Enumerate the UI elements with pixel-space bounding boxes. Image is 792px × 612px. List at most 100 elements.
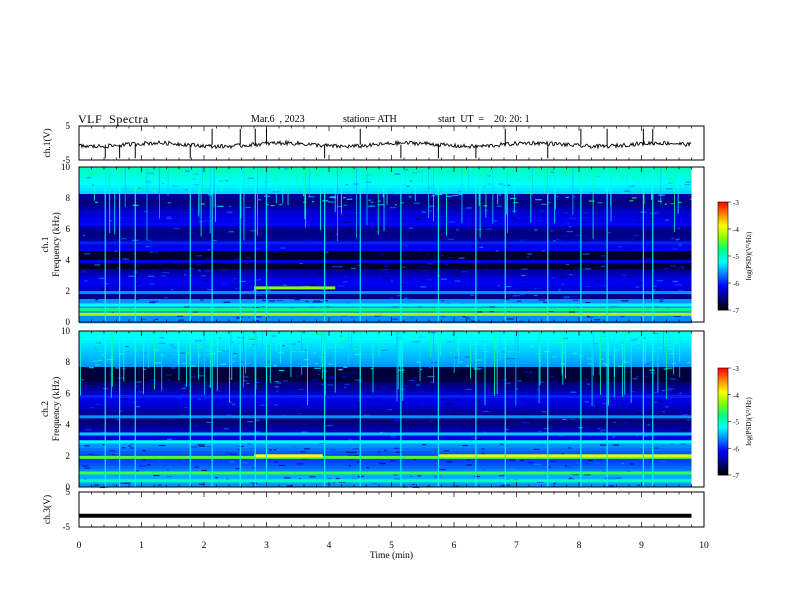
spectrogram-noise <box>621 462 625 465</box>
spectrogram-noise <box>149 295 157 297</box>
spectrogram-noise <box>176 315 184 317</box>
spectrogram-noise <box>193 425 200 427</box>
spectrogram-noise <box>606 398 612 400</box>
spectrogram-noise <box>345 451 352 453</box>
spectrogram-noise <box>620 268 624 270</box>
spectrogram-noise <box>553 340 560 342</box>
spectrogram-noise <box>234 386 239 388</box>
spectrogram-noise <box>665 203 668 205</box>
xtick-label: 9 <box>639 541 644 551</box>
spectrogram-noise <box>98 277 105 279</box>
spectrogram-noise <box>113 412 119 414</box>
xtick-label: 2 <box>202 541 207 551</box>
spectrogram-noise <box>484 263 487 266</box>
spectrogram-noise <box>333 235 337 237</box>
spectrogram-noise <box>160 275 166 277</box>
spectrogram-noise <box>125 345 130 348</box>
spectrogram-noise <box>273 251 277 253</box>
spectrogram-noise <box>452 177 456 179</box>
spectrogram-noise <box>256 379 263 381</box>
spectrogram-noise <box>652 334 658 337</box>
spectrogram-noise <box>542 301 548 304</box>
colorbar-segment <box>718 256 728 259</box>
spectrogram-noise <box>408 423 415 426</box>
spectrogram-noise <box>489 249 494 251</box>
spectrogram-noise <box>474 475 480 478</box>
spectrogram-noise <box>623 269 630 271</box>
spectrogram-band <box>438 454 692 458</box>
spectrogram-noise <box>139 187 145 189</box>
spectrogram-noise <box>361 177 367 180</box>
spectrogram-noise <box>246 256 251 259</box>
spectrogram-noise <box>336 205 343 208</box>
spectrogram-noise <box>399 388 405 390</box>
spectrogram-noise <box>644 363 652 365</box>
spectrogram-row <box>79 475 692 479</box>
spectrogram-noise <box>166 379 171 381</box>
spectrogram-noise <box>684 468 688 470</box>
spectrogram-noise <box>574 482 578 484</box>
colorbar-segment <box>718 298 728 301</box>
spectrogram-noise <box>352 226 357 228</box>
spectrogram-row <box>79 352 692 356</box>
spectrogram-noise <box>665 188 673 190</box>
spectrogram-noise <box>166 251 171 253</box>
spectrogram-noise <box>587 383 590 385</box>
spectrogram-noise <box>534 170 541 172</box>
spectrogram-noise <box>231 403 236 405</box>
spectrogram-noise <box>135 282 142 284</box>
spectrogram-noise <box>432 263 438 265</box>
spectrogram-noise <box>409 180 413 182</box>
spectrogram-noise <box>292 236 295 238</box>
spectrogram-noise <box>472 367 478 369</box>
spectrogram-noise <box>244 262 249 264</box>
ch2-spectrogram-ytick-label: 8 <box>66 357 71 367</box>
spectrogram-noise <box>446 461 453 463</box>
spectrogram-noise <box>589 192 595 194</box>
spectrogram-noise <box>479 311 483 313</box>
spectrogram-row <box>79 397 692 401</box>
spectrogram-noise <box>304 448 310 450</box>
colorbar-segment <box>718 214 728 217</box>
spectrogram-row <box>79 227 692 231</box>
spectrogram-noise <box>524 220 527 222</box>
spectrogram-noise <box>343 383 351 385</box>
spectrogram-noise <box>111 257 119 259</box>
spectrogram-noise <box>513 202 519 204</box>
spectrogram-noise <box>312 420 317 422</box>
spectrogram-noise <box>94 264 101 266</box>
spectrogram-noise <box>92 209 99 211</box>
spectrogram-noise <box>341 315 347 317</box>
spectrogram-noise <box>329 196 337 199</box>
ch3-waveform-ylabel: ch.3(V) <box>42 495 53 524</box>
spectrogram-noise <box>614 209 619 211</box>
spectrogram-row <box>79 206 692 210</box>
spectrogram-noise <box>465 388 473 390</box>
spectrogram-noise <box>547 405 554 408</box>
spectrogram-noise <box>674 271 680 273</box>
spectrogram-noise <box>348 459 355 461</box>
spectrogram-noise <box>318 192 325 194</box>
spectrogram-noise <box>173 262 178 265</box>
spectrogram-noise <box>576 461 580 463</box>
colorbar-segment <box>718 272 728 275</box>
spectrogram-noise <box>462 207 468 210</box>
spectrogram-noise <box>468 276 473 278</box>
spectrogram-noise <box>239 361 245 363</box>
spectrogram-noise <box>653 285 657 287</box>
colorbar-segment <box>718 302 728 305</box>
spectrogram-noise <box>495 250 499 252</box>
spectrogram-noise <box>659 331 665 334</box>
spectrogram-noise <box>368 199 371 201</box>
spectrogram-noise <box>516 179 519 182</box>
spectrogram-noise <box>234 248 241 251</box>
colorbar-segment <box>718 228 728 231</box>
spectrogram-noise <box>374 207 379 209</box>
spectrogram-row <box>79 179 692 183</box>
spectrogram-noise <box>166 216 172 218</box>
spectrogram-noise <box>231 284 238 286</box>
spectrogram-noise <box>411 335 415 337</box>
spectrogram-band <box>79 260 692 264</box>
spectrogram-noise <box>656 280 664 282</box>
spectrogram-noise <box>124 482 131 484</box>
